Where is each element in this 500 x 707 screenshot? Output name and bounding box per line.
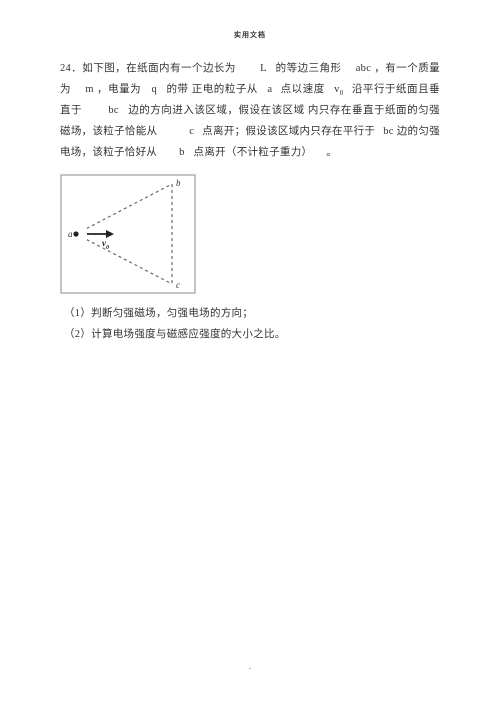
page-footer: . (0, 662, 500, 671)
point-a (73, 231, 78, 236)
t-bc2: bc (383, 126, 394, 137)
page-header: 实用文档 (0, 30, 500, 40)
t-2a: 正电的粒子从 (192, 84, 258, 95)
t-v0: v0 (334, 84, 343, 95)
t-m: m (85, 84, 93, 95)
sub-question-2: （2）计算电场强度与磁感应强度的大小之比。 (64, 324, 440, 345)
sub-question-1: （1）判断匀强磁场，匀强电场的方向； (64, 303, 440, 324)
t-1e: 的带 (166, 84, 188, 95)
t-1a: 24．如下图，在纸面内有一个边长为 (60, 63, 236, 74)
triangle-figure: a b c v0 (60, 174, 440, 299)
edge-ab (76, 184, 172, 234)
t-period: 。 (326, 147, 337, 158)
t-bc: bc (108, 105, 119, 116)
label-a: a (68, 229, 73, 239)
t-v0-sub: 0 (340, 89, 344, 97)
t-2d: 边的方向进入该区域，假设在该区域 (128, 105, 304, 116)
t-1d: ，电量为 (97, 84, 141, 95)
t-b: b (179, 147, 185, 158)
t-2b: 点以速度 (281, 84, 325, 95)
problem-line-1: 24．如下图，在纸面内有一个边长为 L 的等边三角形 abc ，有一个质量为 m… (60, 58, 440, 163)
t-4b: 点离开（不计粒子重力） (194, 147, 313, 158)
t-c: c (189, 126, 194, 137)
sq2-text: （2）计算电场强度与磁感应强度的大小之比。 (64, 329, 286, 340)
label-b: b (176, 178, 181, 188)
label-v: v0 (102, 238, 109, 251)
edge-ac (76, 234, 172, 284)
t-3b: 点离开；假设该区域内只存在平行于 (202, 126, 375, 137)
t-L: L (260, 63, 266, 74)
t-q: q (152, 84, 158, 95)
header-title: 实用文档 (234, 31, 266, 39)
sq1-text: （1）判断匀强磁场，匀强电场的方向； (64, 308, 253, 319)
velocity-arrow-head-2 (106, 230, 114, 238)
label-c: c (176, 280, 180, 290)
t-a: a (267, 84, 272, 95)
t-abc: abc (356, 63, 371, 74)
t-1b: 的等边三角形 (276, 63, 342, 74)
triangle-svg: a b c v0 (60, 174, 196, 294)
footer-dot: . (249, 662, 251, 671)
